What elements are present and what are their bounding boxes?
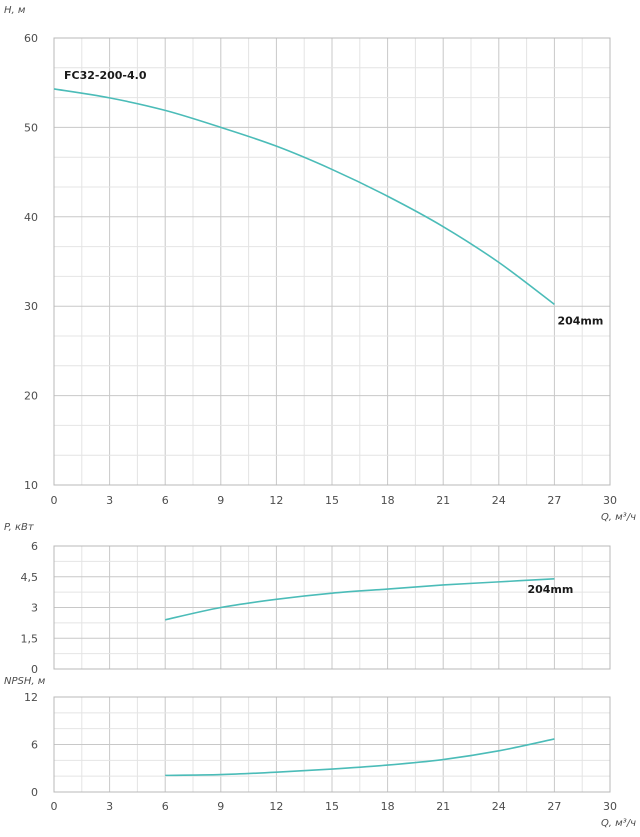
- x-tick-label: 6: [162, 494, 169, 507]
- series-label: 204mm: [527, 583, 573, 596]
- x-tick-label: 0: [51, 494, 58, 507]
- x-tick-label: 24: [492, 800, 506, 813]
- x-tick-label: 9: [217, 800, 224, 813]
- x-tick-label: 0: [51, 800, 58, 813]
- model-annotation: FC32-200-4.0: [64, 69, 147, 82]
- series-line: [165, 738, 555, 777]
- x-tick-label: 15: [325, 494, 339, 507]
- y-axis-title: H, м: [4, 5, 26, 16]
- y-tick-label: 60: [24, 32, 38, 45]
- x-tick-label: 12: [269, 494, 283, 507]
- x-axis-title: Q, м³/ч: [601, 818, 636, 829]
- x-tick-label: 15: [325, 800, 339, 813]
- y-tick-label: 6: [31, 540, 38, 553]
- x-tick-label: 9: [217, 494, 224, 507]
- x-tick-label: 6: [162, 800, 169, 813]
- x-tick-label: 27: [547, 494, 561, 507]
- x-tick-label: 3: [106, 800, 113, 813]
- y-tick-label: 12: [24, 691, 38, 704]
- x-axis-title: Q, м³/ч: [601, 512, 636, 523]
- chart-panel-2: 0 1,5 3 4,5 6 P, кВт 204mm: [4, 522, 611, 676]
- x-tick-label: 27: [547, 800, 561, 813]
- y-tick-label: 20: [24, 390, 38, 403]
- x-tick-label: 3: [106, 494, 113, 507]
- series-line: [53, 88, 555, 306]
- chart-panel-1: 10 20 30 40 50 60 H, м 0 3 6 9 12 15 18 21 24 27 30 Q, м³/…: [4, 5, 636, 523]
- x-tick-label: 12: [269, 800, 283, 813]
- x-tick-label: 21: [436, 800, 450, 813]
- y-tick-label: 0: [31, 663, 38, 676]
- plot-frame: [53, 37, 611, 486]
- y-axis-title: P, кВт: [4, 522, 35, 533]
- x-tick-label: 18: [381, 800, 395, 813]
- y-tick-label: 50: [24, 121, 38, 134]
- chart-panel-3: 0 6 12 NPSH, м 0 3 6 9 12 15 18 21 24 27 30 Q, м³/ч: [4, 676, 636, 829]
- x-tick-label: 30: [603, 800, 617, 813]
- y-tick-label: 30: [24, 300, 38, 313]
- y-tick-label: 3: [31, 602, 38, 615]
- x-tick-label: 21: [436, 494, 450, 507]
- plot-frame: [53, 545, 611, 670]
- x-tick-label: 24: [492, 494, 506, 507]
- y-tick-label: 1,5: [21, 632, 39, 645]
- x-tick-label: 18: [381, 494, 395, 507]
- y-axis-title: NPSH, м: [4, 676, 46, 687]
- y-tick-label: 0: [31, 786, 38, 799]
- x-tick-label: 30: [603, 494, 617, 507]
- y-tick-label: 4,5: [21, 571, 39, 584]
- y-tick-label: 40: [24, 211, 38, 224]
- series-label: 204mm: [557, 314, 603, 327]
- series-line: [165, 578, 555, 621]
- y-tick-label: 6: [31, 739, 38, 752]
- y-tick-label: 10: [24, 479, 38, 492]
- plot-frame: [53, 696, 611, 793]
